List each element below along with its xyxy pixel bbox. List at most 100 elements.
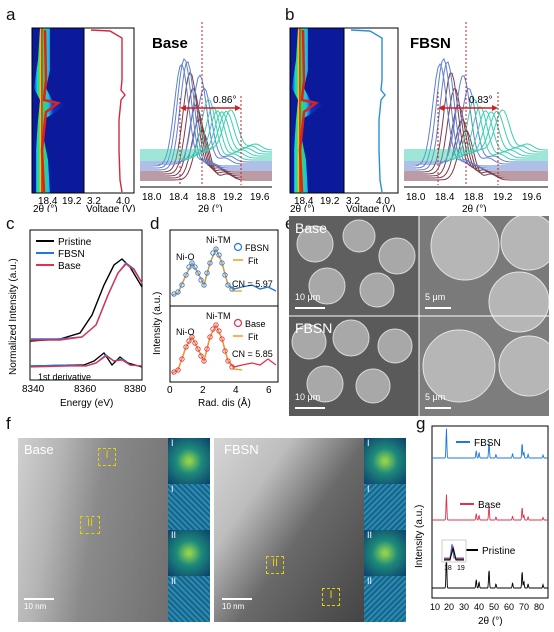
data-point	[175, 289, 181, 295]
sem-images: Base FBSN 10 μm 5 μm 10 μm 5 μm	[289, 216, 549, 416]
xrd-pattern	[432, 554, 548, 589]
voltage-frame	[343, 27, 399, 194]
scale-bar-label: 5 μm	[425, 292, 446, 302]
xrd-pattern	[140, 111, 272, 155]
xrd-pattern	[432, 494, 548, 521]
voltage-curve	[350, 29, 386, 193]
xrd-pattern	[404, 87, 548, 163]
xrd-pattern	[404, 129, 548, 181]
curve-fbsn	[30, 262, 143, 340]
tick: 18.4	[435, 192, 455, 203]
tick: 8340	[22, 384, 45, 395]
data-point	[204, 270, 210, 276]
data-point	[175, 367, 181, 373]
y-axis-label: Normalized Intensity (a.u.)	[8, 258, 19, 375]
tick: 18.4	[294, 196, 314, 207]
x-axis-label: 2θ (°)	[478, 616, 503, 627]
tick: 6	[266, 385, 272, 396]
scale-bar-label: 10 nm	[24, 602, 47, 611]
panel-title: FBSN	[410, 35, 451, 52]
xrd-pattern	[140, 61, 272, 171]
data-point	[179, 282, 185, 288]
peak-label: Ni-O	[176, 252, 195, 262]
x-axis-label: Rad. dis (Å)	[198, 396, 251, 409]
data-point	[201, 282, 207, 288]
tick: 18.8	[464, 192, 484, 203]
scale-bar	[24, 598, 54, 600]
data-point	[186, 338, 192, 344]
tick: 19.2	[62, 196, 82, 207]
y-axis-label: Intensity (a.u.)	[414, 505, 425, 568]
panel-d-figure: Intensity (a.u.) Ni-O Ni-TM FBSN Fit CN …	[152, 229, 279, 409]
legend-label: FBSN	[474, 438, 501, 449]
panel-label-d: d	[150, 214, 160, 233]
xrd-pattern	[140, 57, 272, 169]
data-point	[222, 272, 228, 278]
tick: 8360	[74, 384, 97, 395]
data-point	[189, 334, 195, 340]
data-point	[204, 346, 210, 352]
xrd-pattern	[404, 88, 548, 175]
xrd-pattern	[140, 88, 272, 175]
xrd-pattern	[404, 75, 548, 165]
legend-label: Base	[478, 500, 501, 511]
curve-base	[30, 263, 143, 341]
data-point	[207, 260, 213, 266]
scale-bar-label: 5 μm	[425, 392, 446, 402]
tick: 18.8	[196, 192, 216, 203]
panel-a-figure: 18.4 19.2 3.2 4.0 2θ (°) Voltage (V) 0.8…	[31, 22, 273, 212]
xrd-pattern	[140, 98, 272, 161]
data-point	[201, 358, 207, 364]
y-axis-label: Intensity (a.u.)	[152, 292, 163, 355]
tick: 19.6	[522, 192, 542, 203]
data-point	[195, 346, 201, 352]
scale-bar-label: 10 nm	[222, 602, 245, 611]
data-point	[222, 348, 228, 354]
x-axis-label: 2θ (°)	[33, 204, 58, 212]
xrd-pattern	[404, 104, 548, 177]
panel-label-c: c	[6, 214, 15, 233]
tick: 4	[233, 385, 239, 396]
data-point	[195, 270, 201, 276]
data-point	[198, 353, 204, 359]
fft-insets-fbsn: I I II II	[364, 438, 406, 622]
legend-label: Fit	[248, 256, 258, 266]
data-point	[219, 260, 225, 266]
tick: 70	[519, 602, 529, 612]
tick: 8380	[124, 384, 147, 395]
tick: 60	[504, 602, 514, 612]
xrd-pattern	[404, 109, 548, 151]
panel-b-figure: 18.4 19.2 3.2 4.0 2θ (°) Voltage (V) 0.8…	[289, 22, 548, 212]
xrd-pattern	[140, 110, 272, 157]
panel-label-a: a	[6, 5, 16, 24]
lattice-inset: II	[168, 576, 210, 622]
region-box: II	[80, 516, 100, 534]
tick: 20	[444, 602, 454, 612]
sem-label: Base	[295, 220, 327, 236]
peak-label: Ni-TM	[206, 235, 231, 245]
data-point	[198, 277, 204, 283]
tick: 3.2	[346, 196, 360, 207]
tick: 50	[489, 602, 499, 612]
data-point	[192, 340, 198, 346]
xrd-pattern	[404, 72, 548, 173]
tick: 18.4	[38, 196, 58, 207]
lattice-inset: I	[364, 484, 406, 530]
lattice-inset: II	[364, 576, 406, 622]
data-point	[219, 336, 225, 342]
voltage-frame	[83, 27, 135, 194]
legend-label: Pristine	[482, 546, 516, 557]
tick: 40	[474, 602, 484, 612]
tick: 18.0	[142, 192, 162, 203]
xrd-pattern	[404, 110, 548, 153]
fft-inset: II	[168, 530, 210, 576]
data-point	[210, 326, 216, 332]
data-point	[216, 328, 222, 334]
x-axis-label: Voltage (V)	[86, 204, 135, 212]
data-point	[183, 344, 189, 350]
x-axis-label: 2θ (°)	[462, 204, 487, 212]
xrd-pattern	[432, 428, 548, 459]
inset-tick: 18	[444, 565, 452, 572]
fft-insets-base: I I II II	[168, 438, 210, 622]
xrd-pattern	[140, 87, 272, 163]
